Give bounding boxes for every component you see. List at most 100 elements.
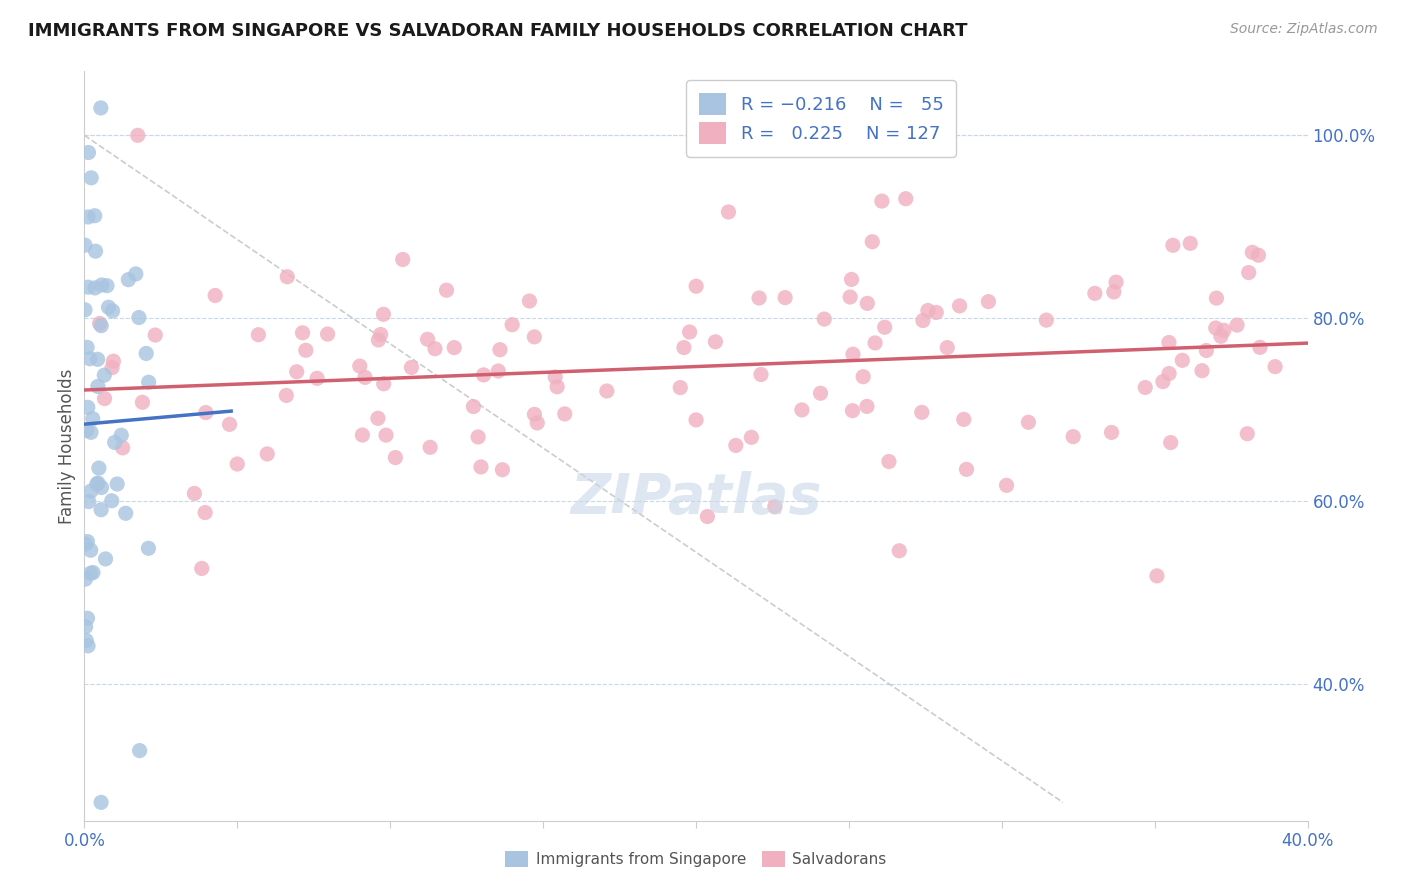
Point bbox=[97, 300, 120, 314]
Point bbox=[276, 269, 298, 284]
Point bbox=[100, 493, 122, 508]
Point bbox=[1017, 415, 1039, 429]
Point bbox=[131, 395, 153, 409]
Point bbox=[839, 290, 862, 304]
Point bbox=[128, 310, 150, 325]
Point bbox=[316, 326, 339, 341]
Point bbox=[1205, 321, 1227, 335]
Legend: Immigrants from Singapore, Salvadorans: Immigrants from Singapore, Salvadorans bbox=[499, 845, 893, 873]
Point bbox=[873, 320, 896, 334]
Point bbox=[373, 307, 395, 321]
Point bbox=[285, 365, 308, 379]
Point bbox=[90, 101, 112, 115]
Point bbox=[87, 476, 110, 491]
Point bbox=[1249, 340, 1271, 354]
Point bbox=[87, 379, 110, 393]
Point bbox=[1160, 435, 1182, 450]
Point bbox=[125, 267, 148, 281]
Point bbox=[763, 500, 786, 514]
Point bbox=[76, 423, 98, 437]
Point bbox=[247, 327, 270, 342]
Point bbox=[724, 438, 747, 452]
Point bbox=[856, 296, 879, 310]
Point bbox=[472, 368, 495, 382]
Point bbox=[401, 360, 423, 375]
Point bbox=[110, 428, 132, 442]
Point bbox=[76, 401, 98, 415]
Point bbox=[669, 381, 692, 395]
Point bbox=[83, 209, 105, 223]
Point bbox=[354, 370, 377, 384]
Point bbox=[554, 407, 576, 421]
Point bbox=[204, 288, 226, 302]
Point bbox=[1102, 285, 1125, 299]
Point bbox=[1171, 353, 1194, 368]
Point bbox=[860, 235, 883, 249]
Point bbox=[94, 552, 117, 566]
Point bbox=[889, 543, 911, 558]
Point bbox=[127, 128, 149, 143]
Point bbox=[349, 359, 371, 373]
Point bbox=[1084, 286, 1107, 301]
Point bbox=[128, 743, 150, 757]
Point bbox=[77, 210, 100, 224]
Point bbox=[870, 194, 893, 208]
Point bbox=[748, 291, 770, 305]
Point bbox=[1247, 248, 1270, 262]
Point bbox=[183, 486, 205, 500]
Point bbox=[295, 343, 318, 358]
Point bbox=[135, 346, 157, 360]
Point bbox=[194, 406, 217, 420]
Point bbox=[740, 430, 762, 444]
Point bbox=[1191, 364, 1213, 378]
Point bbox=[443, 341, 465, 355]
Y-axis label: Family Households: Family Households bbox=[58, 368, 76, 524]
Point bbox=[75, 633, 97, 648]
Point bbox=[1161, 238, 1184, 252]
Point bbox=[101, 360, 124, 375]
Point bbox=[77, 639, 100, 653]
Point bbox=[596, 384, 619, 398]
Point bbox=[75, 537, 97, 551]
Point bbox=[82, 411, 104, 425]
Point bbox=[80, 425, 103, 440]
Point bbox=[86, 476, 108, 491]
Point bbox=[936, 341, 959, 355]
Text: IMMIGRANTS FROM SINGAPORE VS SALVADORAN FAMILY HOUSEHOLDS CORRELATION CHART: IMMIGRANTS FROM SINGAPORE VS SALVADORAN … bbox=[28, 22, 967, 40]
Point bbox=[523, 408, 546, 422]
Point bbox=[90, 318, 112, 333]
Point bbox=[955, 462, 977, 476]
Point bbox=[90, 481, 112, 495]
Point bbox=[1209, 329, 1232, 343]
Point bbox=[463, 400, 485, 414]
Point bbox=[842, 347, 865, 361]
Point bbox=[80, 170, 103, 185]
Point bbox=[486, 364, 509, 378]
Point bbox=[1101, 425, 1123, 440]
Point bbox=[367, 333, 389, 347]
Point bbox=[80, 483, 103, 498]
Point bbox=[1157, 367, 1180, 381]
Point bbox=[1237, 266, 1260, 280]
Point bbox=[491, 463, 513, 477]
Point bbox=[1205, 291, 1227, 305]
Point bbox=[672, 341, 695, 355]
Point bbox=[391, 252, 413, 267]
Point bbox=[1226, 318, 1249, 332]
Point bbox=[1264, 359, 1286, 374]
Point bbox=[1157, 335, 1180, 350]
Point bbox=[114, 506, 136, 520]
Point bbox=[489, 343, 512, 357]
Point bbox=[948, 299, 970, 313]
Point bbox=[863, 335, 886, 350]
Point bbox=[76, 340, 98, 354]
Point bbox=[749, 368, 772, 382]
Point bbox=[436, 283, 458, 297]
Point bbox=[96, 278, 118, 293]
Point bbox=[1146, 569, 1168, 583]
Point bbox=[276, 388, 298, 402]
Point bbox=[90, 796, 112, 810]
Point bbox=[384, 450, 406, 465]
Point bbox=[256, 447, 278, 461]
Point bbox=[73, 302, 96, 317]
